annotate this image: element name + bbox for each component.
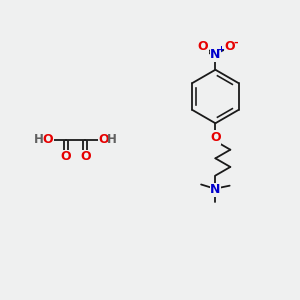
Text: N: N xyxy=(210,183,220,196)
Text: O: O xyxy=(42,133,53,146)
Text: O: O xyxy=(61,150,71,163)
Text: -: - xyxy=(233,38,238,48)
Text: O: O xyxy=(224,40,235,53)
Text: O: O xyxy=(80,150,91,163)
Text: +: + xyxy=(217,45,224,54)
Text: O: O xyxy=(198,40,208,53)
Text: N: N xyxy=(210,48,220,62)
Text: H: H xyxy=(34,133,44,146)
Text: O: O xyxy=(98,133,109,146)
Text: H: H xyxy=(107,133,117,146)
Text: O: O xyxy=(210,131,221,144)
